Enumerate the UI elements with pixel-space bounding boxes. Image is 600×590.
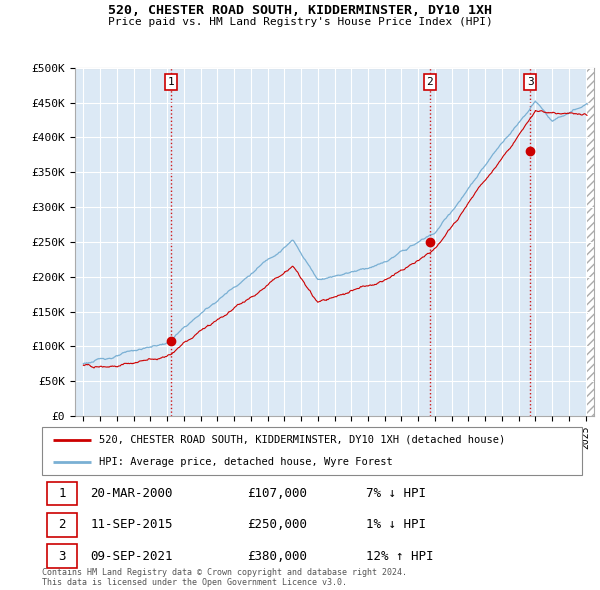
Text: 520, CHESTER ROAD SOUTH, KIDDERMINSTER, DY10 1XH: 520, CHESTER ROAD SOUTH, KIDDERMINSTER, … bbox=[108, 4, 492, 17]
Text: 3: 3 bbox=[59, 549, 66, 563]
Text: Price paid vs. HM Land Registry's House Price Index (HPI): Price paid vs. HM Land Registry's House … bbox=[107, 17, 493, 27]
FancyBboxPatch shape bbox=[47, 482, 77, 505]
Text: 2: 2 bbox=[59, 518, 66, 532]
Text: HPI: Average price, detached house, Wyre Forest: HPI: Average price, detached house, Wyre… bbox=[98, 457, 392, 467]
Text: 1: 1 bbox=[167, 77, 174, 87]
Text: £107,000: £107,000 bbox=[247, 487, 307, 500]
Text: 520, CHESTER ROAD SOUTH, KIDDERMINSTER, DY10 1XH (detached house): 520, CHESTER ROAD SOUTH, KIDDERMINSTER, … bbox=[98, 435, 505, 445]
Text: 1: 1 bbox=[59, 487, 66, 500]
Text: 12% ↑ HPI: 12% ↑ HPI bbox=[366, 549, 433, 563]
FancyBboxPatch shape bbox=[42, 427, 582, 475]
Text: 2: 2 bbox=[427, 77, 433, 87]
Text: 7% ↓ HPI: 7% ↓ HPI bbox=[366, 487, 426, 500]
Text: £380,000: £380,000 bbox=[247, 549, 307, 563]
Text: 09-SEP-2021: 09-SEP-2021 bbox=[91, 549, 173, 563]
Text: 11-SEP-2015: 11-SEP-2015 bbox=[91, 518, 173, 532]
Text: 1% ↓ HPI: 1% ↓ HPI bbox=[366, 518, 426, 532]
FancyBboxPatch shape bbox=[47, 545, 77, 568]
Text: 3: 3 bbox=[527, 77, 533, 87]
Text: £250,000: £250,000 bbox=[247, 518, 307, 532]
Text: Contains HM Land Registry data © Crown copyright and database right 2024.
This d: Contains HM Land Registry data © Crown c… bbox=[42, 568, 407, 587]
Bar bbox=[586, 68, 600, 416]
FancyBboxPatch shape bbox=[47, 513, 77, 536]
Text: 20-MAR-2000: 20-MAR-2000 bbox=[91, 487, 173, 500]
